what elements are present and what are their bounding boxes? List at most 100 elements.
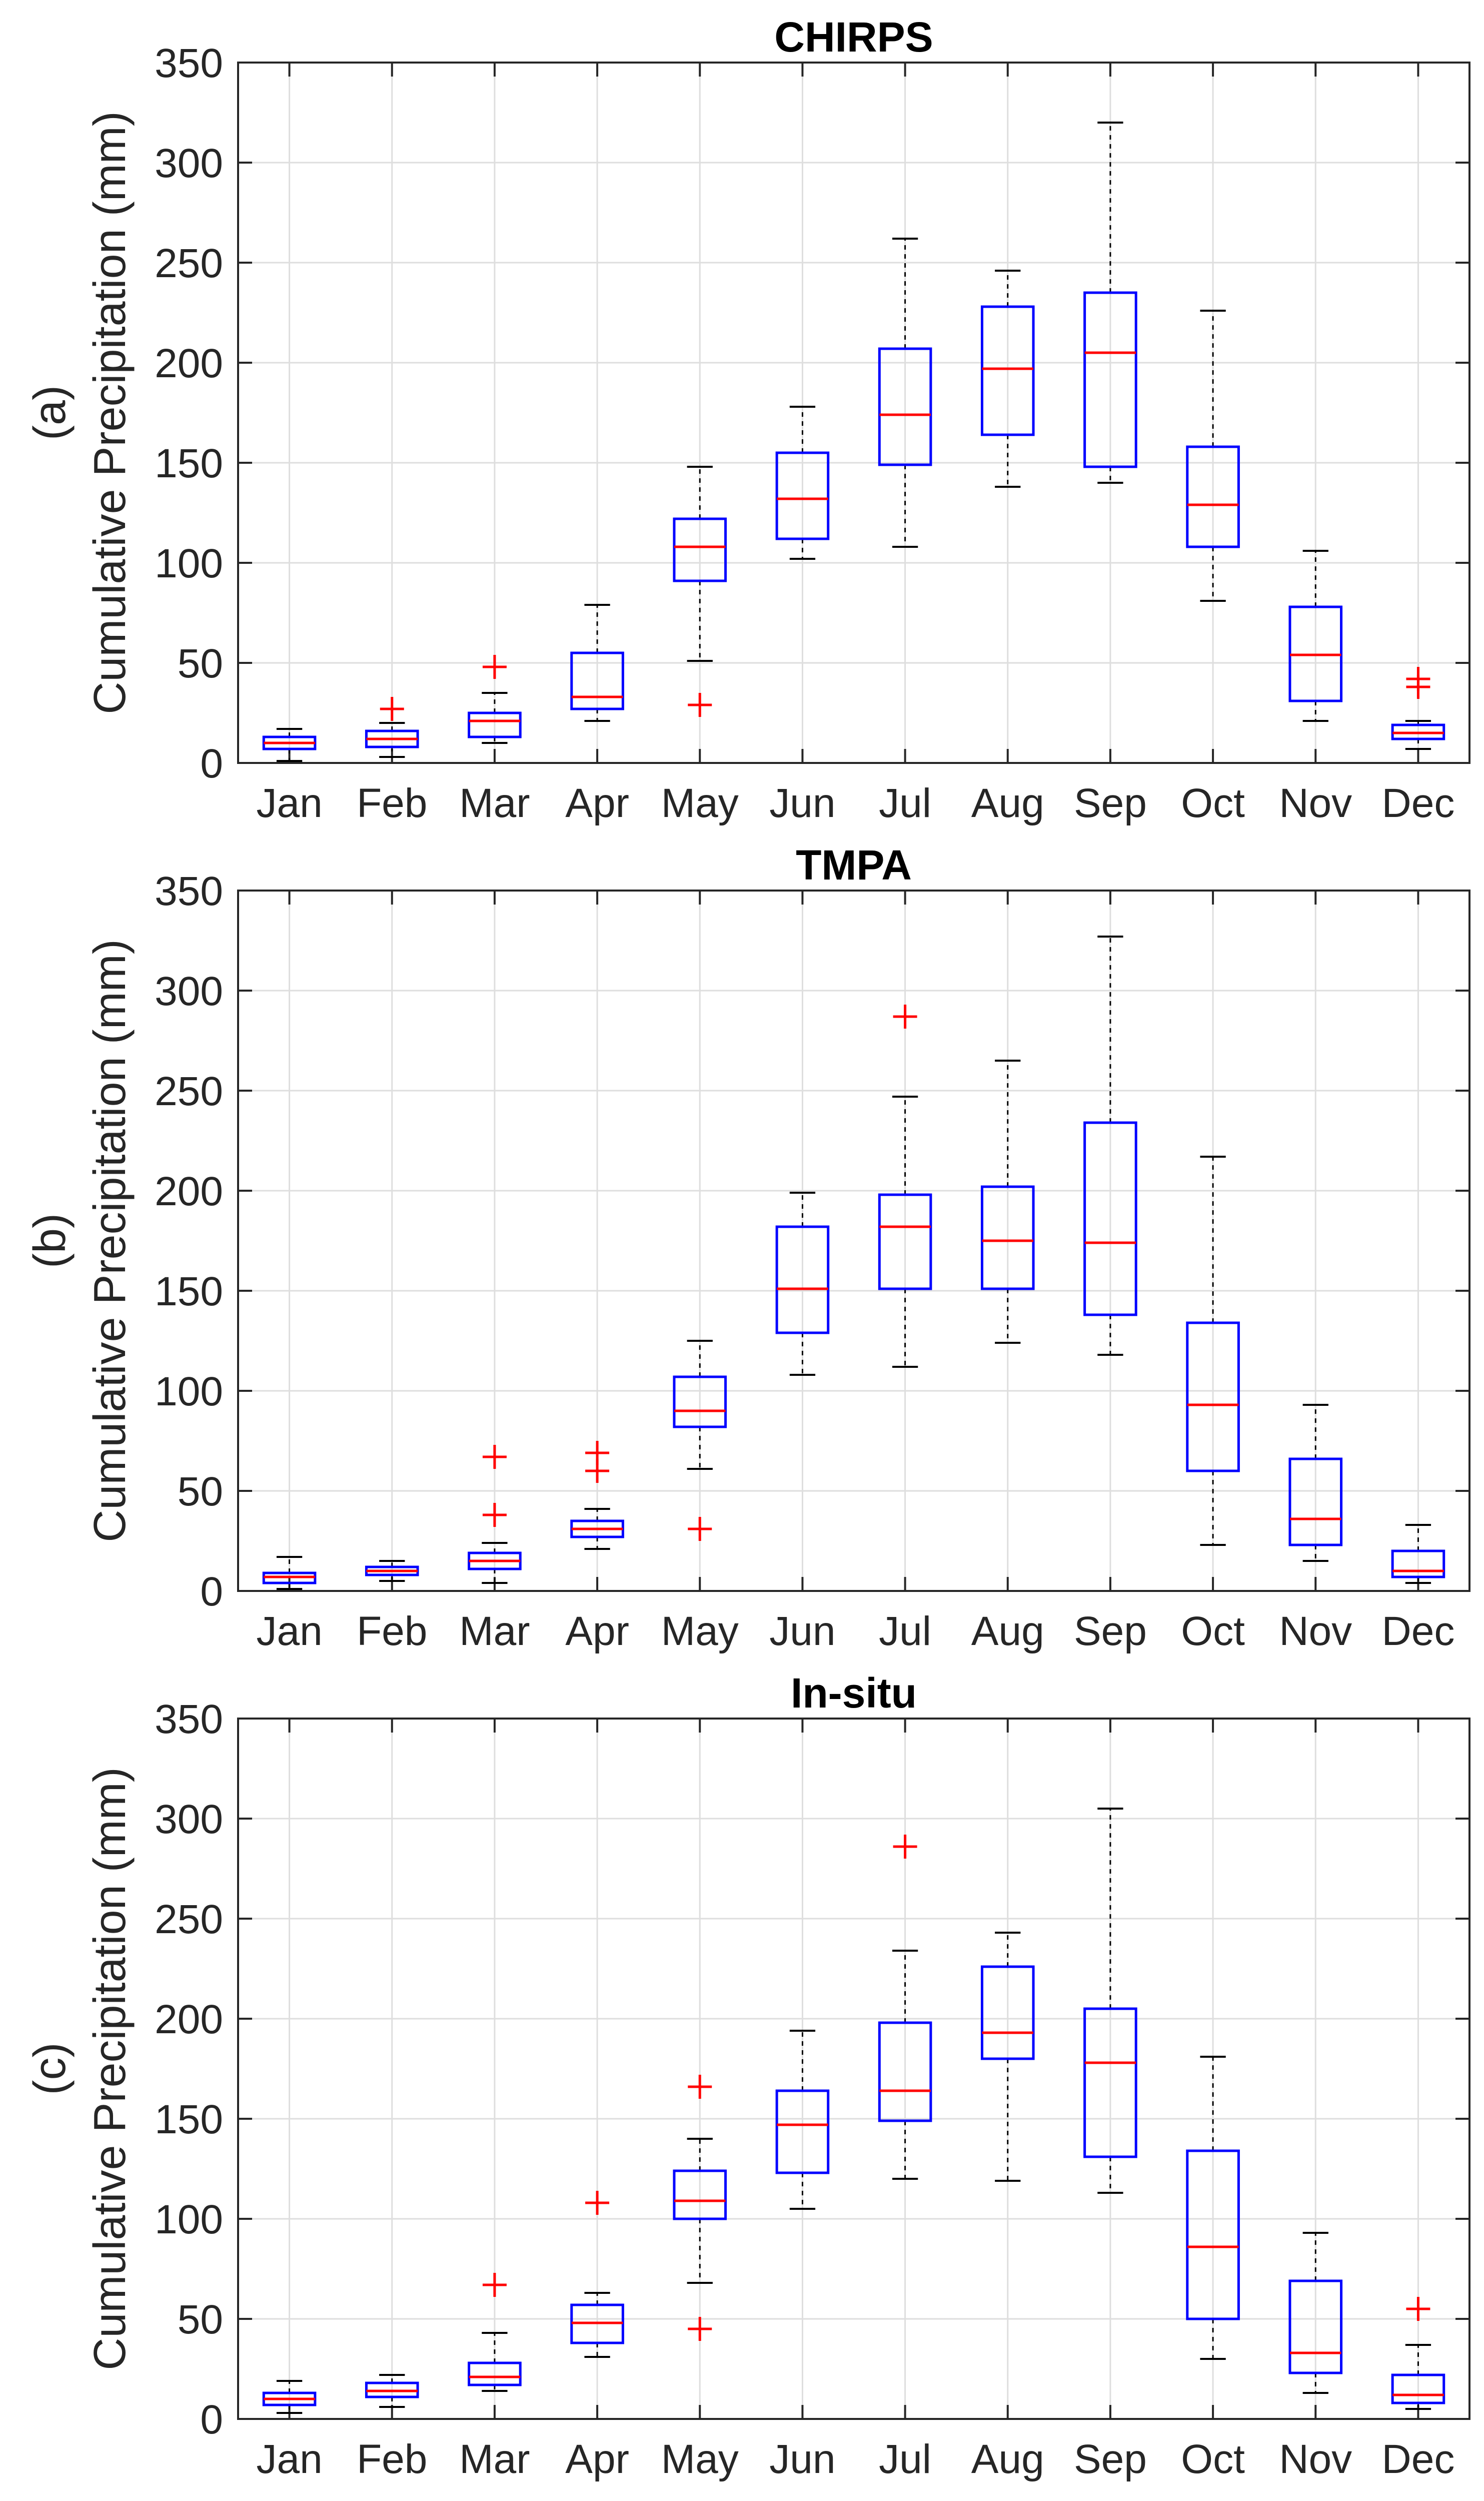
box-may [673,466,727,717]
box-iqr [878,347,932,466]
x-tick-label: Nov [1279,780,1352,826]
box-iqr [980,1185,1035,1290]
outlier-marker [482,655,507,679]
box-iqr [775,1225,830,1334]
box-mar [468,655,522,744]
box-iqr [1288,2279,1343,2374]
outlier-marker [688,2075,712,2099]
box-iqr [775,451,830,540]
x-tick-label: Jan [256,2436,322,2482]
x-tick-label: Jan [256,780,322,826]
x-tick-label: Jun [769,1608,835,1654]
y-axis-title: Cumulative Precipitation (mm) [85,939,135,1542]
box-iqr [878,2021,932,2122]
panel-title: In-situ [791,1670,917,1717]
box-oct [1186,1156,1240,1546]
y-tick-label: 250 [155,241,223,286]
panel-label: (b) [25,1213,75,1268]
outlier-marker [482,2273,507,2297]
box-dec [1391,2297,1445,2410]
box-iqr [1391,1549,1445,1578]
x-tick-label: Oct [1181,1608,1245,1654]
y-tick-label: 100 [155,541,223,586]
box-iqr [980,1965,1035,2060]
panel-title: TMPA [796,842,912,889]
box-nov [1288,550,1343,722]
x-tick-label: Nov [1279,2436,1352,2482]
box-jul [878,238,932,548]
box-jun [775,1192,830,1376]
x-tick-label: May [661,2436,739,2482]
box-aug [980,270,1035,488]
x-tick-label: May [661,1608,739,1654]
y-tick-label: 200 [155,1997,223,2042]
x-tick-label: Aug [971,1608,1044,1654]
panel-1: 0 50 100 150 200 250 300 350 Jan Feb Mar Apr May Jun J… [25,14,1470,826]
y-tick-label: 50 [178,1469,223,1514]
y-tick-label: 50 [178,2297,223,2342]
box-iqr [570,651,624,710]
box-jul [878,1005,932,1368]
axes-frame [237,890,1470,1592]
box-may [673,1340,727,1541]
box-sep [1083,1808,1137,2194]
y-tick-label: 150 [155,1269,223,1314]
x-tick-label: Apr [565,1608,629,1654]
box-iqr [1288,1457,1343,1546]
x-tick-label: Aug [971,780,1044,826]
y-tick-label: 100 [155,1369,223,1414]
panel-title: CHIRPS [774,14,933,61]
box-iqr [980,305,1035,436]
box-jan [262,2380,317,2414]
panel-label: (a) [25,385,75,440]
x-tick-label: Mar [459,780,530,826]
x-tick-label: Nov [1279,1608,1352,1654]
x-tick-label: Jul [879,780,931,826]
box-jan [262,728,317,762]
y-tick-label: 300 [155,141,223,186]
box-apr [570,604,624,722]
x-tick-label: Feb [357,780,427,826]
x-tick-label: Dec [1382,2436,1455,2482]
y-tick-label: 200 [155,341,223,386]
box-dec [1391,667,1445,750]
y-tick-label: 150 [155,2097,223,2142]
box-may [673,2075,727,2341]
box-nov [1288,2232,1343,2394]
plot-area [238,1719,1469,2419]
plot-area [238,63,1469,763]
outlier-marker [380,697,404,721]
y-tick-label: 350 [155,869,223,914]
box-feb [365,697,419,758]
x-tick-label: May [661,780,739,826]
outlier-marker [893,1005,917,1029]
y-tick-label: 200 [155,1169,223,1214]
y-tick-label: 150 [155,441,223,486]
x-tick-label: Feb [357,1608,427,1654]
y-axis-title: Cumulative Precipitation (mm) [85,111,135,714]
outlier-marker [482,1445,507,1469]
box-aug [980,1932,1035,2182]
box-sep [1083,122,1137,484]
y-tick-label: 0 [200,741,223,786]
box-jun [775,2030,830,2210]
box-iqr [1186,445,1240,548]
box-jan [262,1556,317,1590]
axes-frame [237,62,1470,764]
x-tick-label: Dec [1382,780,1455,826]
x-tick-label: Sep [1074,780,1147,826]
box-oct [1186,310,1240,602]
box-iqr [1186,2149,1240,2320]
box-sep [1083,936,1137,1356]
y-tick-label: 250 [155,1069,223,1114]
box-iqr [1391,2373,1445,2404]
box-iqr [673,1375,727,1428]
x-tick-label: Mar [459,1608,530,1654]
box-feb [365,1560,419,1582]
axes-frame [237,1718,1470,2420]
y-tick-label: 300 [155,969,223,1014]
x-tick-label: Jul [879,1608,931,1654]
box-oct [1186,2056,1240,2360]
box-jun [775,406,830,560]
